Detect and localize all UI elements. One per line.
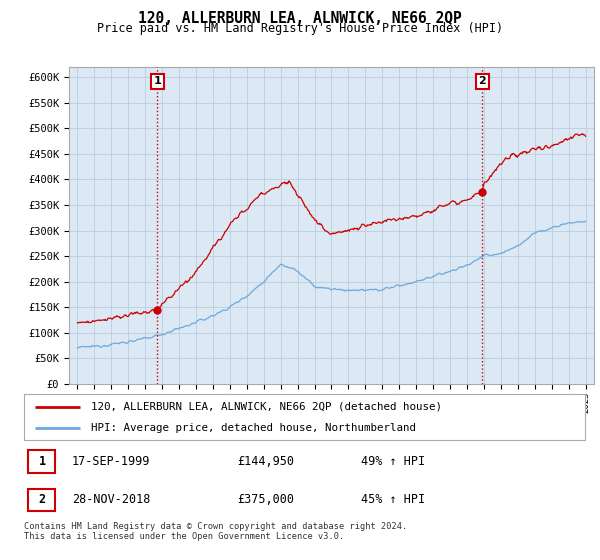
Text: 2: 2 — [38, 493, 46, 506]
Text: 17-SEP-1999: 17-SEP-1999 — [71, 455, 150, 468]
Text: Price paid vs. HM Land Registry's House Price Index (HPI): Price paid vs. HM Land Registry's House … — [97, 22, 503, 35]
Text: 120, ALLERBURN LEA, ALNWICK, NE66 2QP (detached house): 120, ALLERBURN LEA, ALNWICK, NE66 2QP (d… — [91, 402, 442, 412]
Text: 120, ALLERBURN LEA, ALNWICK, NE66 2QP: 120, ALLERBURN LEA, ALNWICK, NE66 2QP — [138, 11, 462, 26]
Text: £144,950: £144,950 — [237, 455, 294, 468]
Text: Contains HM Land Registry data © Crown copyright and database right 2024.
This d: Contains HM Land Registry data © Crown c… — [24, 522, 407, 542]
Text: 28-NOV-2018: 28-NOV-2018 — [71, 493, 150, 506]
Text: 1: 1 — [38, 455, 46, 468]
FancyBboxPatch shape — [28, 450, 55, 473]
Text: 2: 2 — [479, 76, 486, 86]
Text: 45% ↑ HPI: 45% ↑ HPI — [361, 493, 425, 506]
Text: HPI: Average price, detached house, Northumberland: HPI: Average price, detached house, Nort… — [91, 423, 416, 433]
Text: 1: 1 — [154, 76, 161, 86]
FancyBboxPatch shape — [28, 488, 55, 511]
Text: £375,000: £375,000 — [237, 493, 294, 506]
Text: 49% ↑ HPI: 49% ↑ HPI — [361, 455, 425, 468]
